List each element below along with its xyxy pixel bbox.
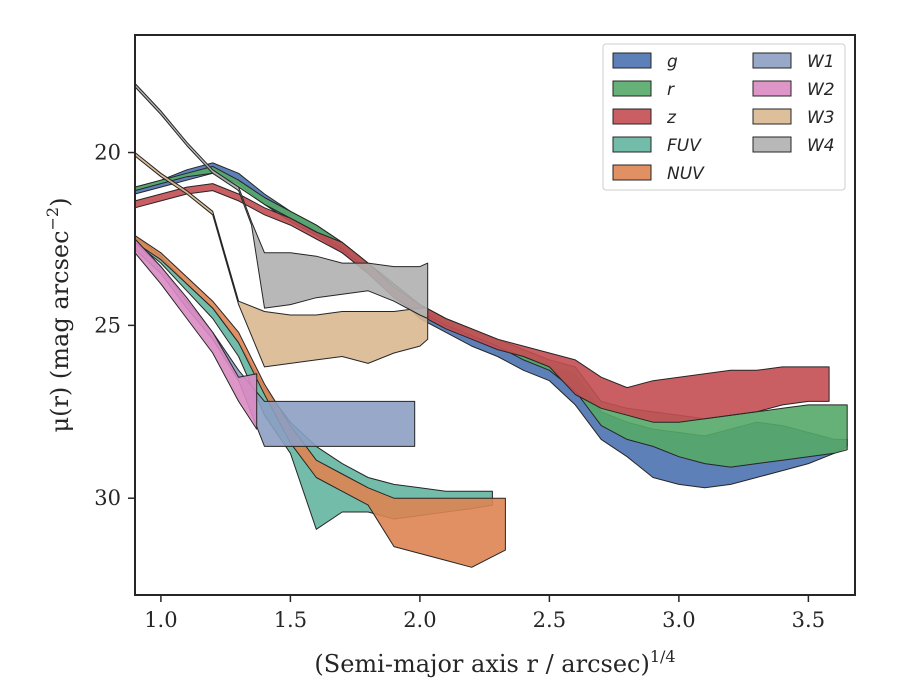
- legend-swatch-r: [612, 80, 652, 97]
- legend-swatch-w4: [752, 136, 792, 153]
- y-tick-label: 30: [94, 486, 121, 510]
- legend-swatch-w2: [752, 80, 792, 97]
- series-band-w3: [134, 152, 429, 368]
- x-tick-label: 2.0: [403, 608, 436, 632]
- legend-label-w2: W2: [807, 80, 835, 100]
- legend-swatch-fuv: [612, 136, 652, 153]
- y-axis-label: μ(r) (mag arcsec−2): [43, 198, 74, 433]
- x-tick-label: 1.5: [274, 608, 307, 632]
- legend-swatch-w3: [752, 108, 792, 125]
- series-band-w2: [134, 238, 258, 430]
- x-tick-label: 1.0: [144, 608, 177, 632]
- legend-swatch-nuv: [612, 164, 652, 181]
- y-tick-label: 25: [94, 313, 121, 337]
- series-band-nuv: [134, 235, 506, 568]
- series-band-w4: [134, 82, 429, 319]
- legend-swatch-w1: [752, 52, 792, 69]
- legend: grz FUV NUV W1 W2 W3 W4: [602, 43, 846, 191]
- legend-label-r: r: [667, 80, 675, 100]
- y-tick-label: 20: [94, 141, 121, 165]
- plot-frame: [134, 34, 856, 596]
- x-axis-ticks: 1.0 1.5 2.0 2.5 3.0 3.5: [144, 595, 825, 632]
- x-axis-label: (Semi-major axis r / arcsec)1/4: [314, 647, 675, 678]
- y-axis-ticks: 20 25 30: [94, 141, 135, 510]
- legend-swatch-z: [612, 108, 652, 125]
- series-layer: [134, 82, 848, 568]
- legend-label-w1: W1: [807, 52, 835, 72]
- x-tick-label: 3.5: [792, 608, 825, 632]
- legend-label-fuv: FUV: [667, 136, 702, 156]
- x-tick-label: 3.0: [662, 608, 695, 632]
- legend-label-z: z: [666, 108, 677, 128]
- legend-label-g: g: [667, 52, 678, 72]
- legend-label-w3: W3: [807, 108, 835, 128]
- x-tick-label: 2.5: [533, 608, 566, 632]
- legend-label-w4: W4: [807, 136, 835, 156]
- legend-swatch-g: [612, 52, 652, 69]
- legend-items: grz FUV NUV W1 W2 W3 W4: [612, 52, 835, 184]
- legend-label-nuv: NUV: [667, 164, 705, 184]
